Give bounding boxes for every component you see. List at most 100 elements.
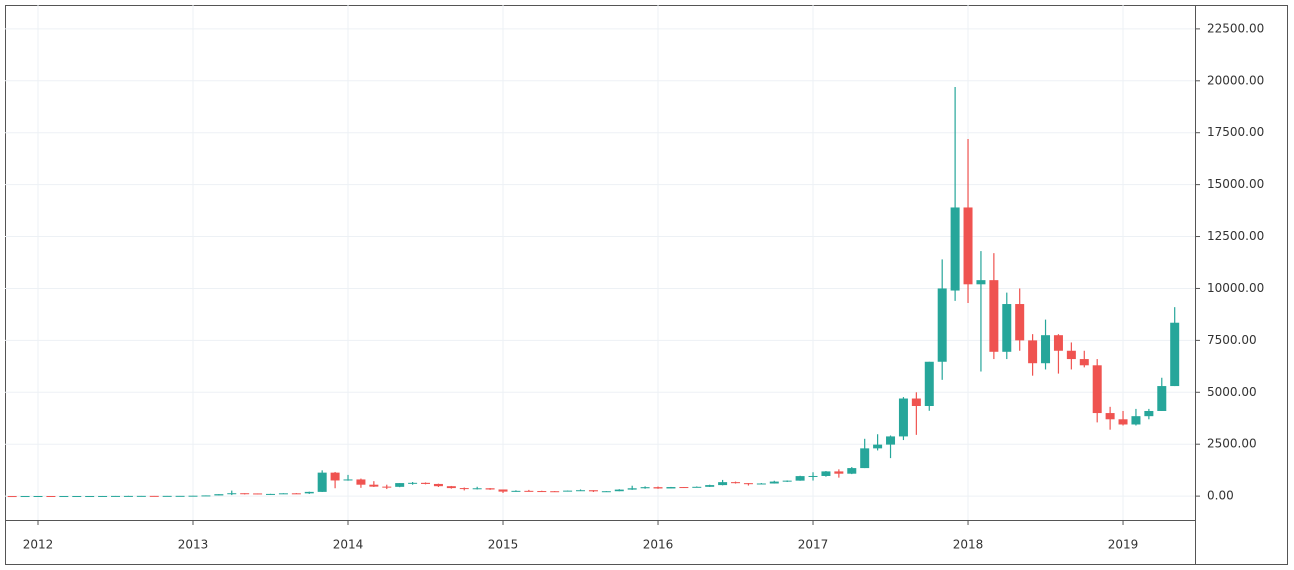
candle-body bbox=[188, 495, 198, 497]
candle-body bbox=[330, 472, 340, 481]
candle-body bbox=[356, 479, 366, 485]
candle-body bbox=[808, 475, 818, 477]
candle-body bbox=[976, 280, 986, 285]
candle-body bbox=[369, 484, 379, 487]
candle-body bbox=[705, 485, 715, 487]
candle-body bbox=[304, 491, 314, 494]
y-tick-label: 20000.00 bbox=[1207, 73, 1264, 87]
candle-body bbox=[1105, 413, 1115, 420]
candle-body bbox=[175, 495, 185, 497]
x-tick-label: 2017 bbox=[798, 538, 829, 552]
candle-body bbox=[7, 496, 17, 498]
candle-body bbox=[743, 483, 753, 485]
candle-body bbox=[446, 486, 456, 489]
x-tick-label: 2019 bbox=[1108, 538, 1139, 552]
candle-body bbox=[253, 493, 263, 495]
candle-body bbox=[627, 488, 637, 490]
candle-body bbox=[640, 487, 650, 489]
candle-body bbox=[847, 468, 857, 474]
candle-body bbox=[240, 493, 250, 495]
candle-body bbox=[692, 486, 702, 488]
candle-body bbox=[485, 488, 495, 490]
candle-body bbox=[1066, 350, 1076, 360]
candle-body bbox=[1041, 335, 1051, 364]
candle-body bbox=[98, 495, 108, 497]
candle-body bbox=[950, 207, 960, 291]
y-tick-label: 22500.00 bbox=[1207, 21, 1264, 35]
y-tick-label: 5000.00 bbox=[1207, 385, 1257, 399]
candle-body bbox=[898, 398, 908, 437]
candle-body bbox=[601, 491, 611, 493]
candle-body bbox=[524, 490, 534, 492]
x-tick-label: 2018 bbox=[953, 538, 984, 552]
candle-body bbox=[136, 495, 146, 497]
y-tick-label: 0.00 bbox=[1207, 489, 1234, 503]
frame bbox=[5, 5, 1288, 565]
candle-body bbox=[886, 436, 896, 445]
x-tick-label: 2012 bbox=[23, 538, 54, 552]
x-tick-label: 2014 bbox=[333, 538, 364, 552]
candle-body bbox=[834, 471, 844, 474]
y-tick-label: 7500.00 bbox=[1207, 333, 1257, 347]
candle-body bbox=[1131, 416, 1141, 425]
candle-body bbox=[1079, 359, 1089, 366]
candle-body bbox=[860, 448, 870, 469]
candle-body bbox=[731, 482, 741, 484]
candle-body bbox=[498, 489, 508, 492]
candle-body bbox=[1170, 322, 1180, 387]
x-tick-label: 2013 bbox=[178, 538, 209, 552]
candle-body bbox=[1053, 335, 1063, 351]
candle-body bbox=[718, 482, 728, 486]
candle-body bbox=[85, 496, 95, 498]
candle-body bbox=[666, 487, 676, 489]
candle-body bbox=[576, 490, 586, 492]
candle-body bbox=[821, 471, 831, 476]
candle-body bbox=[511, 490, 521, 492]
candle-body bbox=[20, 496, 30, 498]
candle-body bbox=[201, 495, 211, 497]
candle-body bbox=[291, 493, 301, 495]
y-tick-label: 15000.00 bbox=[1207, 177, 1264, 191]
candle-body bbox=[614, 489, 624, 492]
candle-body bbox=[1144, 410, 1154, 417]
candle-body bbox=[214, 494, 224, 496]
candle-body bbox=[123, 495, 133, 497]
candle-body bbox=[343, 479, 353, 481]
candle-body bbox=[563, 490, 573, 492]
candle-body bbox=[1015, 304, 1025, 341]
candle-body bbox=[111, 495, 121, 497]
candles bbox=[7, 87, 1180, 498]
candle-body bbox=[278, 493, 288, 495]
candle-body bbox=[550, 491, 560, 493]
candle-body bbox=[989, 280, 999, 352]
x-tick-label: 2016 bbox=[643, 538, 674, 552]
candle-body bbox=[395, 483, 405, 487]
axis-labels: 0.00 2500.00 5000.00 7500.00 10000.00 12500.0… bbox=[23, 21, 1265, 551]
candle-body bbox=[317, 472, 327, 492]
candle-body bbox=[1092, 365, 1102, 414]
candle-body bbox=[266, 493, 276, 495]
candle-body bbox=[59, 496, 69, 498]
candle-body bbox=[421, 482, 431, 484]
y-tick-label: 2500.00 bbox=[1207, 437, 1257, 451]
candle-body bbox=[653, 487, 663, 489]
candle-body bbox=[162, 495, 172, 497]
candle-body bbox=[46, 496, 56, 498]
candle-body bbox=[873, 444, 883, 449]
candle-body bbox=[382, 486, 392, 488]
candle-body bbox=[33, 496, 43, 498]
y-tick-label: 10000.00 bbox=[1207, 281, 1264, 295]
candle-body bbox=[149, 495, 159, 497]
candle-body bbox=[408, 482, 418, 484]
candle-body bbox=[459, 488, 469, 490]
candle-body bbox=[588, 490, 598, 492]
candle-body bbox=[795, 476, 805, 481]
candle-body bbox=[537, 491, 547, 493]
candle-body bbox=[1002, 304, 1012, 352]
candle-body bbox=[1028, 340, 1038, 364]
candle-body bbox=[1118, 419, 1128, 425]
candle-body bbox=[924, 361, 934, 406]
candle-body bbox=[937, 288, 947, 362]
candle-body bbox=[769, 481, 779, 484]
